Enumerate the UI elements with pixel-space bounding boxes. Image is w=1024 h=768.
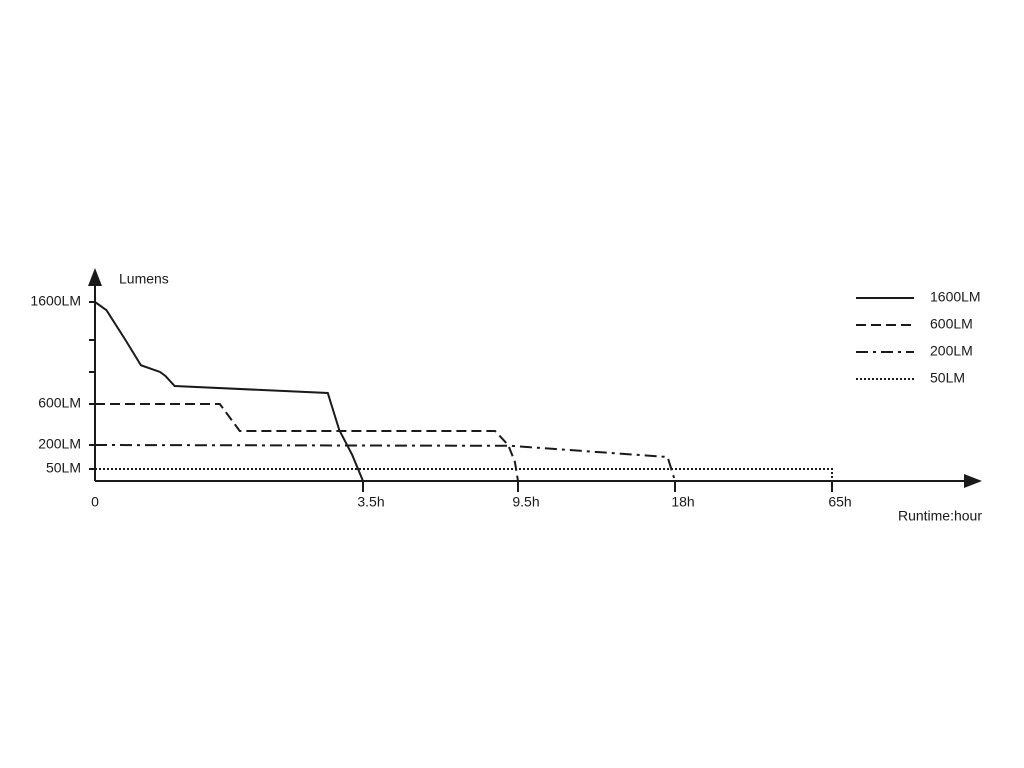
y-tick-label: 200LM	[38, 436, 81, 452]
x-tick-label: 3.5h	[357, 494, 384, 510]
legend-label: 600LM	[930, 316, 973, 332]
y-tick-label: 1600LM	[30, 293, 81, 309]
legend-label: 50LM	[930, 370, 965, 386]
x-axis-label: Runtime:hour	[898, 508, 982, 524]
series-line	[94, 301, 364, 482]
series-line	[95, 403, 519, 482]
series-line	[94, 444, 676, 482]
y-axis-label: Lumens	[119, 271, 169, 287]
x-tick-label: 9.5h	[512, 494, 539, 510]
y-tick-label: 600LM	[38, 395, 81, 411]
legend-label: 1600LM	[930, 289, 981, 305]
legend-label: 200LM	[930, 343, 973, 359]
x-tick-label: 18h	[671, 494, 694, 510]
x-tick-label: 0	[91, 494, 99, 510]
series-line	[95, 468, 833, 481]
x-arrow	[964, 474, 982, 488]
x-tick-label: 65h	[828, 494, 851, 510]
y-arrow	[88, 268, 102, 286]
y-tick-label: 50LM	[46, 460, 81, 476]
